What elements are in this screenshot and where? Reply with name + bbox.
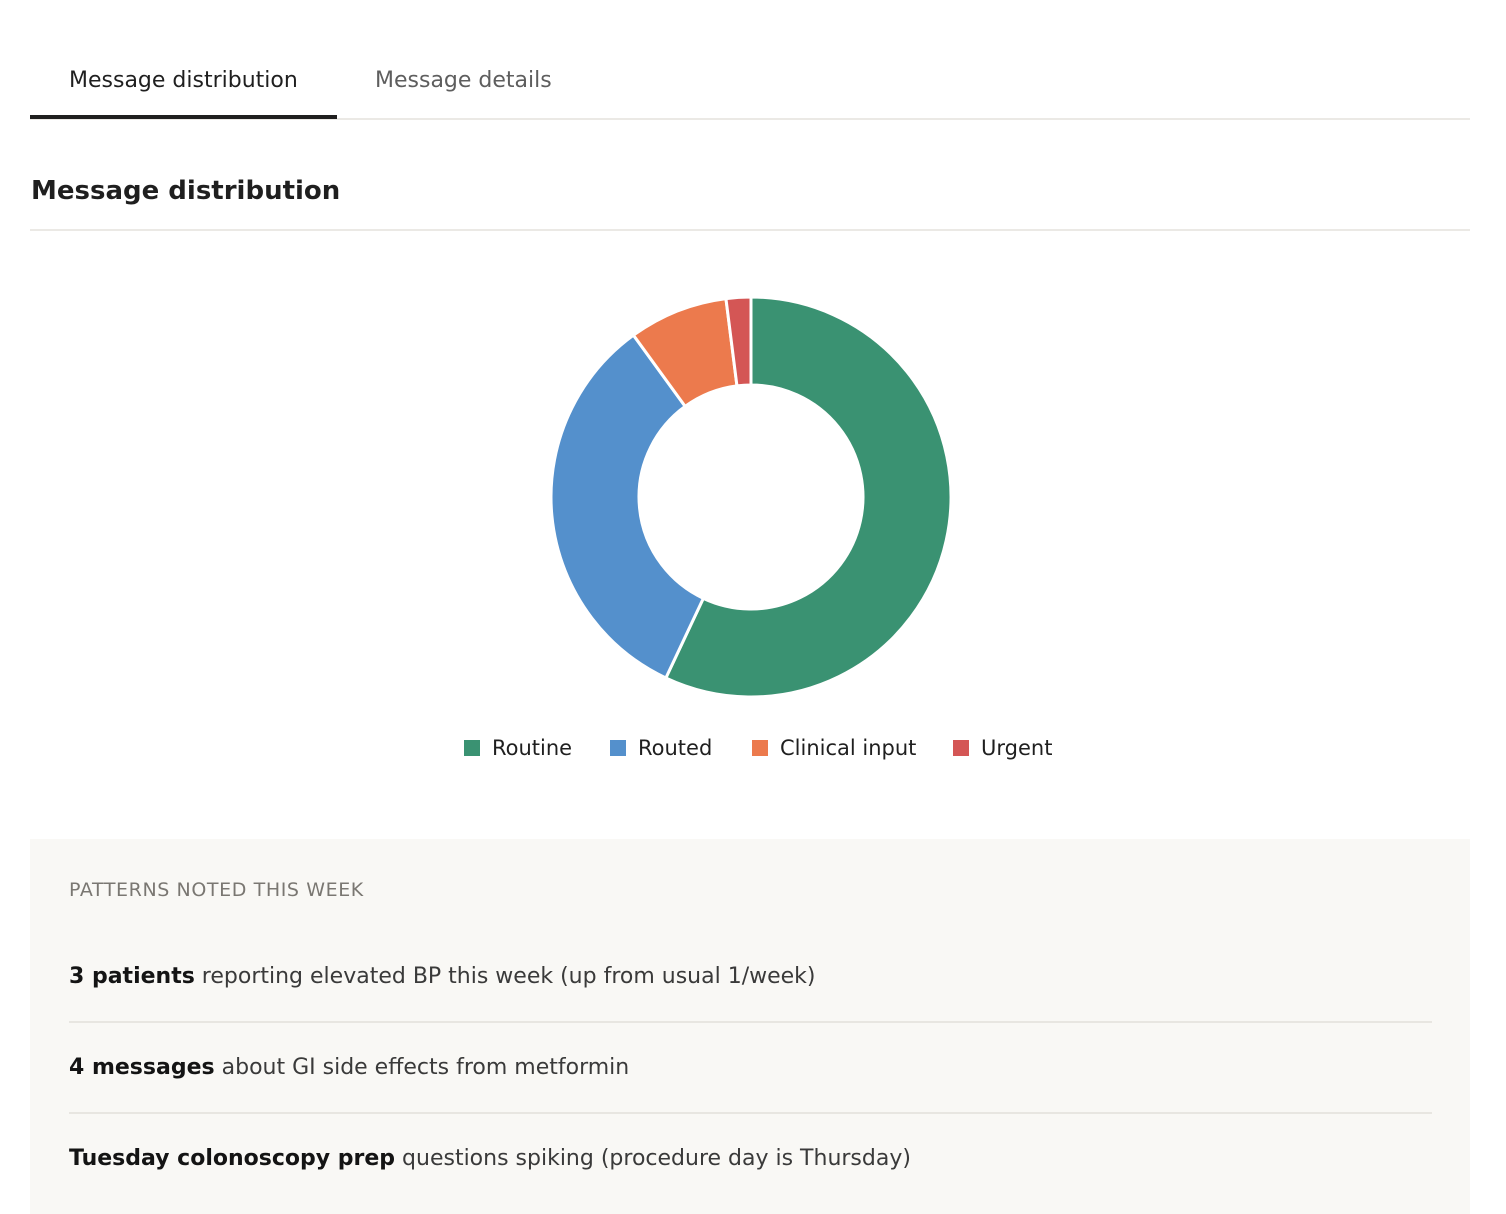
pattern-item-text: about GI side effects from metformin xyxy=(214,1055,630,1080)
legend-swatch-routine xyxy=(464,740,480,756)
pattern-item-highlight: 4 messages xyxy=(69,1055,215,1080)
legend-swatch-clinical-input xyxy=(752,740,768,756)
legend-label-routed: Routed xyxy=(638,736,713,760)
active-tab-indicator xyxy=(30,115,337,119)
tab-bar: Message distribution Message details xyxy=(30,0,1470,120)
patterns-panel: PATTERNS NOTED THIS WEEK 3 patients repo… xyxy=(30,839,1470,1214)
section-title: Message distribution xyxy=(31,176,341,206)
legend-item-clinical-input: Clinical input xyxy=(752,730,916,766)
tab-message-distribution[interactable]: Message distribution xyxy=(69,68,298,93)
donut-slice-routed[interactable] xyxy=(550,333,705,680)
legend-label-routine: Routine xyxy=(492,736,573,760)
chart-legend: Routine Routed Clinical input Urgent xyxy=(0,730,1506,766)
legend-item-routine: Routine xyxy=(464,730,572,766)
pattern-divider xyxy=(69,1112,1432,1114)
legend-label-clinical-input: Clinical input xyxy=(780,736,917,760)
pattern-item-text: reporting elevated BP this week (up from… xyxy=(194,964,816,989)
pattern-divider xyxy=(69,1021,1432,1023)
legend-label-urgent: Urgent xyxy=(981,736,1053,760)
patterns-heading: PATTERNS NOTED THIS WEEK xyxy=(69,879,364,901)
donut-slice-routine[interactable] xyxy=(664,296,952,698)
legend-item-urgent: Urgent xyxy=(953,730,1052,766)
pattern-item-highlight: Tuesday colonoscopy prep xyxy=(69,1146,396,1171)
pattern-item-text: questions spiking (procedure day is Thur… xyxy=(395,1146,911,1171)
pattern-item-highlight: 3 patients xyxy=(69,964,195,989)
message-distribution-donut-chart xyxy=(550,296,952,698)
pattern-item: 3 patients reporting elevated BP this we… xyxy=(69,962,1432,992)
pattern-item: 4 messages about GI side effects from me… xyxy=(69,1053,1432,1083)
donut-slice-urgent[interactable] xyxy=(724,296,753,388)
pattern-item: Tuesday colonoscopy prep questions spiki… xyxy=(69,1144,1432,1174)
legend-swatch-routed xyxy=(610,740,626,756)
tab-message-details[interactable]: Message details xyxy=(375,68,552,93)
legend-item-routed: Routed xyxy=(610,730,712,766)
section-divider xyxy=(30,229,1470,231)
legend-swatch-urgent xyxy=(953,740,969,756)
